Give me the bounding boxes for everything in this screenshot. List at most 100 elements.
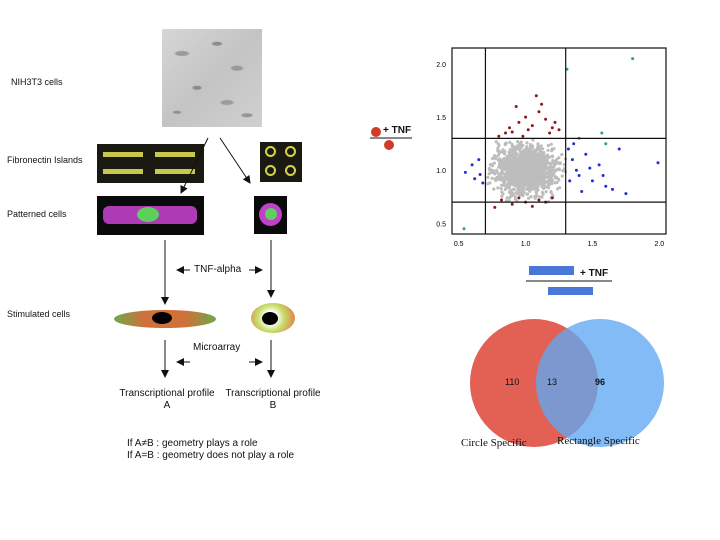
- gray-point: [486, 182, 490, 186]
- teal-point: [631, 57, 635, 61]
- gray-point: [545, 165, 549, 169]
- gray-point: [536, 188, 540, 192]
- rectangle-islands-image: [97, 144, 204, 183]
- gray-point: [532, 165, 536, 170]
- conclusion-text: If A≠B : geometry plays a role If A=B : …: [127, 438, 294, 462]
- venn-right-count: 96: [595, 377, 606, 387]
- gray-point: [543, 181, 547, 185]
- label-patterned: Patterned cells: [7, 209, 67, 219]
- bar-legend-tnf: + TNF: [580, 268, 609, 279]
- gray-point: [508, 168, 512, 172]
- blue-point: [481, 181, 485, 185]
- gray-point: [524, 153, 528, 157]
- gray-point: [507, 178, 512, 182]
- gray-point: [528, 143, 533, 147]
- gray-point: [503, 149, 507, 153]
- red-point: [540, 102, 544, 106]
- gray-point: [496, 149, 500, 153]
- y-tick-label: 2.0: [436, 62, 446, 69]
- gray-point: [500, 183, 504, 187]
- gray-point: [525, 192, 529, 196]
- gray-point: [537, 146, 541, 150]
- venn-left-count: 110: [505, 377, 520, 387]
- gray-point: [505, 168, 509, 172]
- gray-point: [531, 176, 535, 180]
- gray-point: [498, 157, 502, 161]
- patterned-rectangle-cell-image: [97, 196, 204, 235]
- venn-right-label: Rectangle Specific: [557, 435, 640, 447]
- teal-point: [462, 227, 466, 231]
- y-tick-label: 0.5: [436, 221, 446, 228]
- blue-point: [590, 179, 594, 183]
- gray-point: [501, 192, 505, 196]
- gray-point: [555, 168, 559, 172]
- gray-point: [546, 143, 551, 148]
- blue-point: [601, 174, 605, 177]
- gray-point: [509, 188, 513, 192]
- gray-point: [539, 144, 543, 148]
- gray-point: [546, 148, 550, 152]
- gray-point: [554, 176, 558, 180]
- profile-b-line2: B: [269, 400, 277, 411]
- gray-point: [510, 142, 514, 146]
- red-point: [504, 131, 507, 135]
- gray-point: [518, 161, 522, 165]
- gray-point: [525, 181, 529, 185]
- profile-a-line2: A: [163, 400, 171, 411]
- gray-point: [534, 191, 539, 195]
- teal-point: [600, 131, 604, 135]
- gray-point: [534, 194, 539, 198]
- label-cells: NIH3T3 cells: [11, 77, 63, 87]
- blue-point: [463, 170, 467, 174]
- gray-point: [523, 176, 527, 180]
- microarray-label: Microarray: [193, 342, 241, 353]
- red-point: [497, 134, 501, 138]
- blue-point: [624, 192, 628, 196]
- profile-a: Transcriptional profile A: [112, 388, 222, 412]
- gray-point: [497, 173, 501, 177]
- blue-point: [604, 184, 608, 188]
- gray-point: [521, 143, 525, 147]
- gray-point: [557, 156, 561, 160]
- gray-point: [496, 153, 501, 157]
- blue-point: [584, 152, 588, 156]
- gray-point: [496, 142, 500, 146]
- gray-point: [492, 161, 496, 165]
- gray-point: [527, 196, 531, 200]
- gray-point: [530, 182, 534, 186]
- gray-point: [520, 176, 524, 180]
- gray-point: [512, 180, 516, 184]
- profile-a-line1: Transcriptional profile: [119, 388, 215, 399]
- gray-point: [502, 181, 506, 185]
- gray-point: [514, 174, 518, 178]
- gray-point: [552, 172, 556, 176]
- gray-point: [503, 161, 507, 165]
- gray-point: [527, 159, 531, 163]
- gray-point: [558, 161, 563, 165]
- gray-point: [516, 187, 520, 191]
- gray-point: [495, 170, 499, 174]
- red-point: [510, 130, 514, 134]
- gray-point-cloud: [486, 138, 568, 204]
- gray-point: [517, 165, 522, 169]
- red-point: [550, 126, 554, 130]
- gray-point: [511, 164, 515, 168]
- gray-point: [531, 156, 535, 160]
- gray-point: [542, 174, 546, 178]
- gray-point: [547, 155, 552, 159]
- gray-point: [513, 166, 518, 170]
- gray-point: [532, 158, 536, 163]
- gray-point: [550, 167, 554, 171]
- gray-point: [527, 178, 531, 182]
- gray-point: [527, 165, 531, 169]
- gray-point: [547, 186, 551, 190]
- gray-point: [525, 141, 529, 145]
- gray-point: [510, 150, 514, 154]
- red-point: [500, 198, 503, 202]
- gray-point: [541, 160, 545, 164]
- gray-point: [520, 160, 525, 164]
- gray-point: [490, 157, 495, 161]
